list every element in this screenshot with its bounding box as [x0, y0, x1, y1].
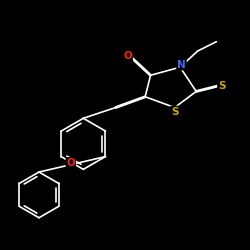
Text: O: O — [66, 158, 75, 168]
Text: N: N — [177, 60, 186, 70]
Text: S: S — [171, 106, 178, 117]
Text: O: O — [123, 52, 132, 62]
Text: S: S — [218, 81, 226, 91]
